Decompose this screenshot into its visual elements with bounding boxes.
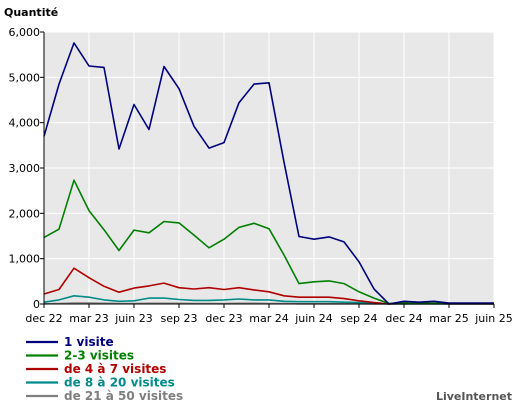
y-tick-label: 3,000: [9, 162, 41, 175]
x-tick-label: sep 23: [161, 312, 198, 325]
y-tick-label: 5,000: [9, 71, 41, 84]
y-tick-label: 1,000: [9, 253, 41, 266]
legend-label: de 4 à 7 visites: [64, 362, 166, 376]
legend-label: de 21 à 50 visites: [64, 389, 183, 403]
y-tick-label: 4,000: [9, 117, 41, 130]
legend-label: 2-3 visites: [64, 349, 134, 363]
series-line: [43, 179, 494, 305]
x-axis-tick-labels: dec 22 mar 23 juin 23 sep 23 dec 23 mar 24 jui…: [25, 312, 512, 325]
y-tick-label: 6,000: [9, 26, 41, 39]
axes: [40, 31, 495, 308]
x-tick-label: mar 24: [249, 312, 288, 325]
x-tick-label: sep 24: [341, 312, 378, 325]
y-tick-label: 2,000: [9, 207, 41, 220]
x-tick-label: juin 24: [294, 312, 333, 325]
x-tick-label: juin 25: [474, 312, 513, 325]
legend-label: de 8 à 20 visites: [64, 376, 175, 390]
series-line: [43, 42, 494, 305]
y-axis-tick-labels: 0 1,000 2,000 3,000 4,000 5,000 6,000: [9, 26, 41, 311]
x-tick-label: juin 23: [114, 312, 153, 325]
x-tick-label: dec 23: [205, 312, 242, 325]
x-tick-label: dec 22: [25, 312, 62, 325]
x-tick-label: mar 23: [69, 312, 108, 325]
y-tick-label: 0: [33, 298, 40, 311]
x-tick-label: dec 24: [385, 312, 422, 325]
credit-label: LiveInternet: [436, 390, 512, 403]
y-axis-title: Quantité: [4, 6, 58, 19]
x-tick-label: mar 25: [429, 312, 468, 325]
legend-label: 1 visite: [64, 335, 114, 349]
